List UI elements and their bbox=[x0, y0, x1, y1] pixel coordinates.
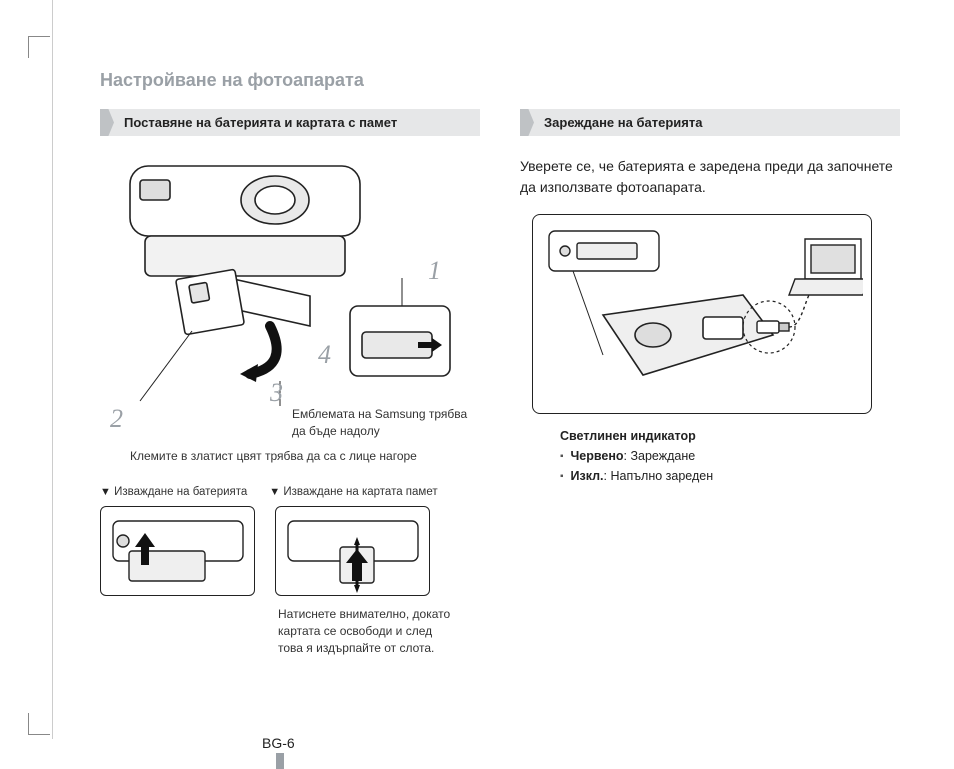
step-3: 3 bbox=[270, 378, 283, 408]
indicator-red: ▪ Червено: Зареждане bbox=[560, 446, 900, 466]
charging-body: Уверете се, че батерията е заредена пред… bbox=[520, 156, 900, 198]
bullet-icon: ▪ bbox=[560, 471, 564, 482]
left-heading-text: Поставяне на батерията и картата с памет bbox=[124, 115, 397, 130]
crop-mark-top-left bbox=[28, 36, 50, 58]
indicator-title: Светлинен индикатор bbox=[560, 426, 900, 446]
bullet-icon: ▪ bbox=[560, 451, 564, 462]
page-content: Настройване на фотоапарата Поставяне на … bbox=[100, 70, 900, 657]
left-column: Поставяне на батерията и картата с памет bbox=[100, 109, 480, 657]
caption-2: Клемите в златист цвят трябва да са с ли… bbox=[130, 448, 480, 465]
indicator-off: ▪ Изкл.: Напълно зареден bbox=[560, 466, 900, 486]
indicator-block: Светлинен индикатор ▪ Червено: Зареждане… bbox=[560, 426, 900, 486]
step-2: 2 bbox=[110, 404, 123, 434]
right-heading: Зареждане на батерията bbox=[520, 109, 900, 136]
step-1: 1 bbox=[428, 256, 441, 286]
margin-line bbox=[52, 0, 53, 739]
remove-battery-label: ▼ Изваждане на батерията bbox=[100, 486, 247, 498]
page-marker bbox=[276, 753, 284, 769]
page-number: BG-6 bbox=[262, 735, 295, 751]
camera-insert-svg bbox=[100, 156, 460, 416]
card-note: Натиснете внимателно, докато картата се … bbox=[278, 606, 458, 656]
remove-card-label: ▼ Изваждане на картата памет bbox=[269, 486, 437, 498]
triangle-down-icon: ▼ bbox=[269, 486, 280, 498]
left-heading: Поставяне на батерията и картата с памет bbox=[100, 109, 480, 136]
chevron-right-icon bbox=[468, 117, 476, 129]
page-title: Настройване на фотоапарата bbox=[100, 70, 900, 91]
triangle-down-icon: ▼ bbox=[100, 486, 111, 498]
right-heading-text: Зареждане на батерията bbox=[544, 115, 702, 130]
charging-diagram bbox=[532, 214, 872, 414]
remove-card-diagram bbox=[275, 506, 430, 596]
step-4: 4 bbox=[318, 340, 331, 370]
remove-battery-diagram bbox=[100, 506, 255, 596]
right-column: Зареждане на батерията Уверете се, че ба… bbox=[520, 109, 900, 657]
crop-mark-bottom-left bbox=[28, 713, 50, 735]
chevron-right-icon bbox=[888, 117, 896, 129]
battery-insert-diagram: 1 4 3 2 bbox=[100, 156, 460, 416]
